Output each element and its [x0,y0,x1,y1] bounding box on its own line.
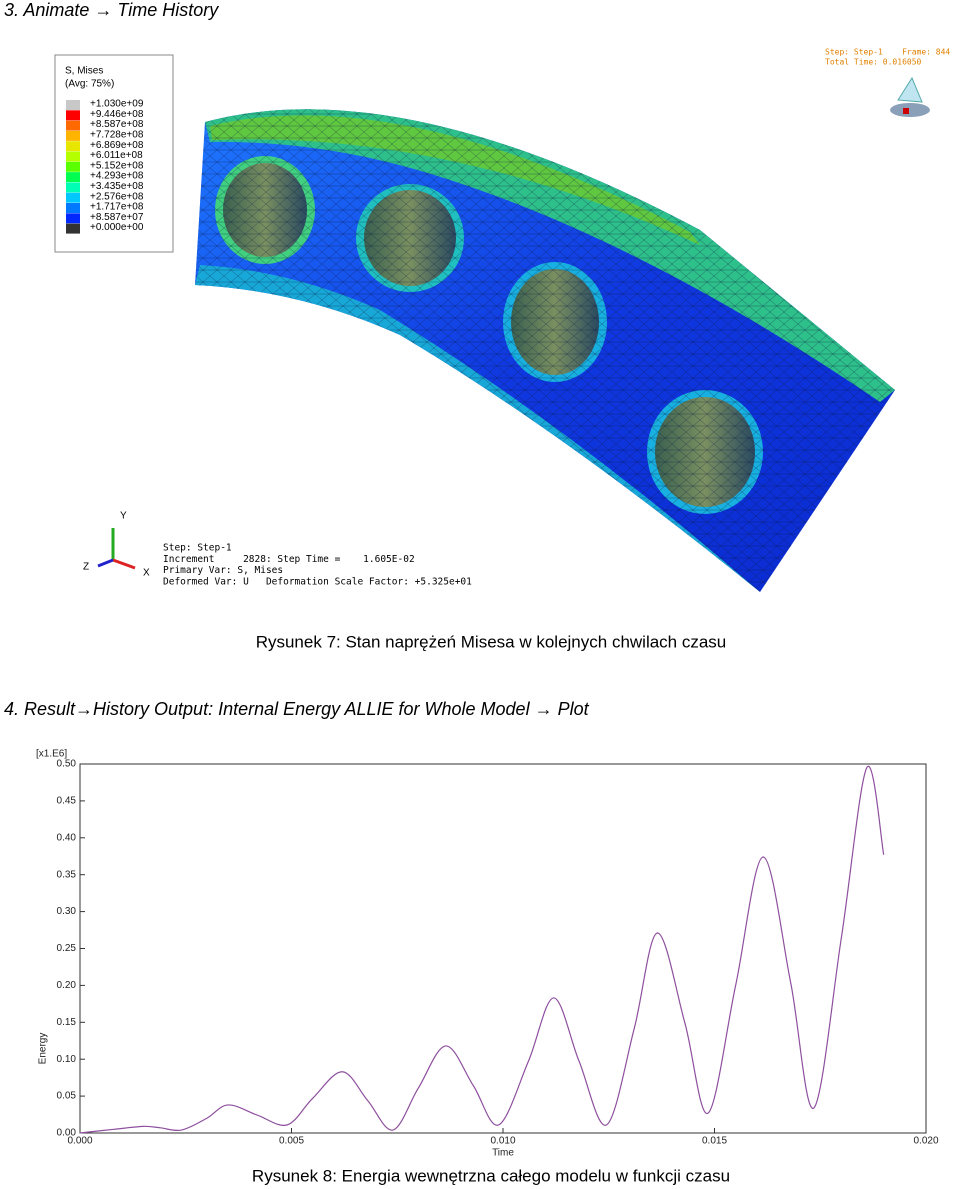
legend-swatch [66,151,80,162]
legend-label: +2.576e+08 [90,191,144,202]
x-tick-label: 0.015 [702,1136,727,1147]
y-tick-label: 0.00 [57,1128,77,1139]
legend-swatch [66,110,80,121]
y-tick-label: 0.10 [57,1054,77,1065]
legend-label: +7.728e+08 [90,130,144,141]
legend-label: +5.152e+08 [90,160,144,171]
legend-swatch [66,130,80,141]
y-tick-label: 0.45 [57,796,77,807]
figure-caption: Rysunek 8: Energia wewnętrzna całego mod… [252,1166,730,1185]
legend-swatch [66,172,80,183]
y-tick-label: 0.30 [57,906,77,917]
step-info-line: Step: Step-1 [163,543,232,554]
y-tick-label: 0.20 [57,980,77,991]
legend-title: S, Mises [65,66,103,77]
legend-label: +0.000e+00 [90,222,144,233]
legend: +1.030e+09+9.446e+08+8.587e+08+7.728e+08… [66,99,144,234]
legend-label: +4.293e+08 [90,171,144,182]
energy-chart: 0.00 0.05 0.10 0.15 0.20 0.25 0.30 0.35 0.40 0.45… [36,749,939,1159]
legend-swatch [66,223,80,234]
y-tick-label: 0.05 [57,1091,77,1102]
x-axis-label: Time [492,1148,514,1159]
legend-swatch [66,203,80,213]
legend-swatch [66,192,80,203]
legend-label: +1.717e+08 [90,202,144,213]
view-cube [890,76,930,117]
legend-swatch [66,100,80,110]
y-tick-label: 0.50 [57,759,77,770]
y-tick-label: 0.35 [57,869,77,880]
legend-swatch [66,120,80,131]
x-tick-label: 0.020 [913,1136,938,1147]
step-info-line: Increment 2828: Step Time = 1.605E-02 [163,554,415,565]
energy-line [79,765,885,1134]
section-heading: 4. Result→History Output: Internal Energ… [4,699,590,719]
triad-label: Y [120,511,127,522]
x-tick-label: 0.000 [67,1136,92,1147]
legend-subtitle: (Avg: 75%) [65,79,114,90]
legend-label: +6.869e+08 [90,140,144,151]
legend-label: +1.030e+09 [90,99,144,110]
plot-frame [79,763,927,1134]
step-info-line: Deformed Var: U Deformation Scale Factor… [163,576,472,587]
step-info-line: Primary Var: S, Mises [163,565,283,576]
triad-label: Z [83,562,89,573]
figure-caption: Rysunek 7: Stan naprężeń Misesa w kolejn… [256,632,727,651]
legend-label: +6.011e+08 [90,150,143,161]
legend-swatch [66,213,80,224]
legend-label: +8.587e+07 [90,212,144,223]
section-heading: 3. Animate → Time History [4,0,219,20]
legend-label: +8.587e+08 [90,119,144,130]
x-tick-label: 0.005 [279,1136,304,1147]
triad-label: X [143,568,150,579]
legend-label: +3.435e+08 [90,181,144,192]
legend-label: +9.446e+08 [90,109,144,120]
x-tick-label: 0.010 [490,1136,515,1147]
y-tick-label: 0.40 [57,832,77,843]
fem-render [195,109,895,592]
frame-info: Total Time: 0.016050 [825,58,922,67]
y-axis-label: Energy [38,1033,49,1065]
legend-swatch [66,161,80,172]
y-tick-label: 0.25 [57,943,77,954]
y-tick-label: 0.15 [57,1017,77,1028]
frame-info: Step: Step-1 Frame: 844 [825,48,950,57]
y-multiplier: [x1.E6] [36,749,67,760]
axis-triad [97,528,136,570]
legend-swatch [66,141,80,152]
legend-swatch [66,182,80,193]
